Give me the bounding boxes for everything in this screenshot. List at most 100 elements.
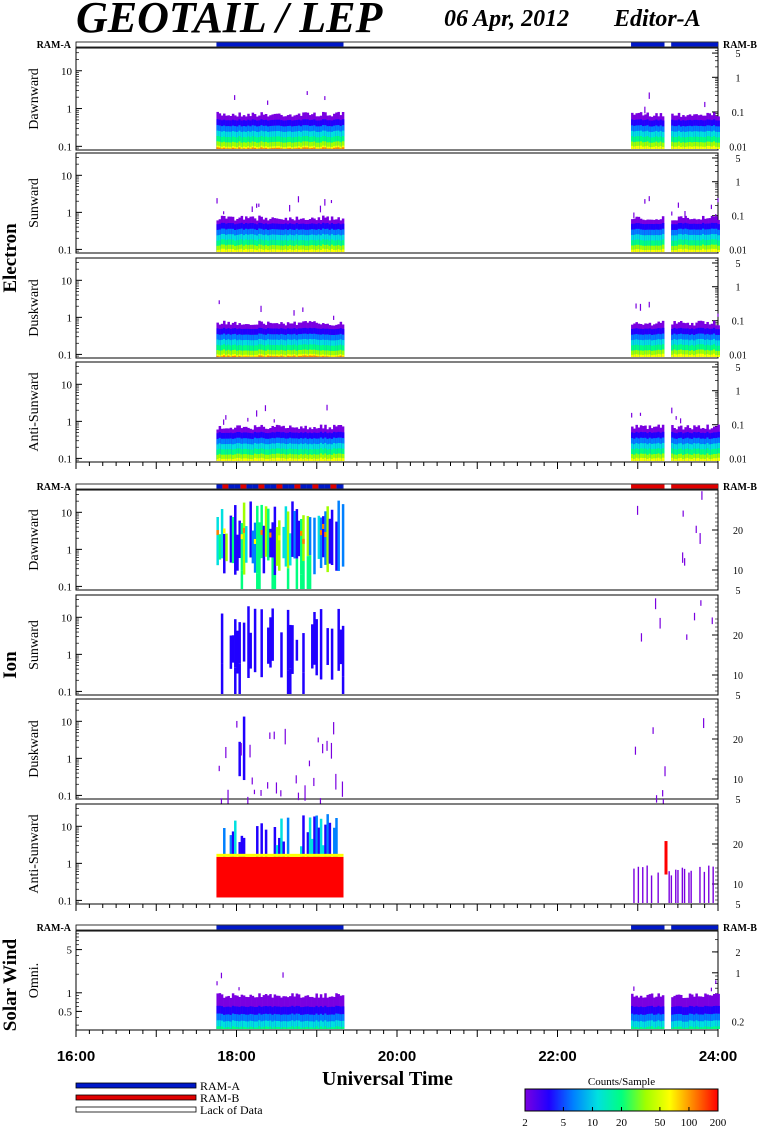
spectrogram-cell: [635, 1026, 638, 1029]
spectrogram-cell: [322, 356, 325, 357]
spectrogram-cell: [271, 453, 274, 461]
spectrogram-cell: [242, 502, 246, 575]
spectrogram-cell: [341, 504, 345, 567]
spectrogram-cell: [697, 249, 701, 252]
spectrogram-cell: [699, 146, 703, 149]
spectrogram-cell: [284, 146, 288, 149]
spectrogram-cell: [671, 1021, 674, 1029]
spectrogram-cell: [659, 458, 663, 461]
spectrogram-data: [216, 91, 720, 149]
group-label: Ion: [0, 651, 21, 679]
spectrogram-cell: [701, 454, 705, 461]
spectrogram-cell: [295, 142, 299, 149]
spectrogram-cell: [275, 356, 279, 357]
spectrogram-cell: [688, 249, 692, 252]
spectrogram-cell: [337, 1026, 340, 1029]
panel-frame: [75, 152, 719, 254]
spectrogram-cell: [258, 349, 261, 357]
spectrogram-cell: [216, 1026, 219, 1029]
spectrogram-cell: [291, 146, 294, 149]
spectrogram-cell: [693, 457, 696, 461]
spectrogram-cell: [289, 624, 292, 669]
spectrogram-cell: [302, 538, 305, 544]
spectrogram-cell: [339, 245, 343, 252]
spectrogram-cell: [225, 142, 228, 149]
x-tick-label: 22:00: [538, 1048, 576, 1065]
spectrogram-cell: [644, 199, 646, 204]
spectrogram-cell: [300, 249, 303, 252]
spectrogram-cell: [264, 245, 268, 252]
ion-beam-edge: [216, 853, 344, 857]
spectrogram-cell: [712, 349, 716, 357]
spectrogram-cell: [284, 142, 288, 149]
spectrogram-cell: [267, 627, 270, 664]
right-tick-label: 0.1: [732, 317, 745, 328]
spectrogram-cell: [675, 354, 679, 357]
ram-segment: [270, 484, 277, 489]
spectrogram-cell: [341, 145, 345, 149]
spectrogram-cell: [704, 354, 707, 357]
spectrogram-cell: [717, 453, 720, 461]
spectrogram-cell: [715, 1026, 718, 1029]
spectrogram-cell: [710, 454, 714, 461]
spectrogram-cell: [240, 570, 244, 589]
spectrogram-cell: [693, 350, 696, 357]
spectrogram-cell: [319, 457, 323, 461]
spectrogram-cell: [704, 1026, 707, 1029]
spectrogram-cell: [220, 454, 224, 461]
spectrogram-cell: [267, 454, 270, 461]
spectrogram-cell: [335, 147, 338, 149]
spectrogram-cell: [693, 612, 696, 621]
ram-segment: [671, 484, 718, 489]
spectrogram-cell: [322, 458, 325, 461]
spectrogram-cell: [315, 354, 318, 357]
spectrogram-cell: [684, 1021, 687, 1029]
spectrogram-cell: [333, 245, 336, 252]
spectrogram-cell: [216, 141, 219, 149]
spectrogram-cell: [223, 349, 226, 357]
spectrogram-cell: [225, 354, 228, 357]
spectrogram-cell: [646, 354, 649, 357]
spectrogram-data: [216, 300, 720, 357]
spectrogram-cell: [289, 146, 292, 149]
spectrogram-cell: [650, 1026, 654, 1029]
spectrogram-cell: [650, 245, 654, 252]
spectrogram-cell: [659, 249, 663, 252]
spectrogram-cell: [677, 354, 681, 357]
spectrogram-cell: [324, 531, 327, 537]
spectrogram-cell: [227, 458, 230, 461]
spectrogram-cell: [710, 987, 712, 992]
spectrogram-cell: [662, 790, 664, 797]
spectrogram-cell: [302, 307, 304, 312]
ram-segment: [336, 484, 343, 489]
spectrogram-cell: [280, 245, 283, 252]
spectrogram-cell: [324, 356, 327, 357]
spectrogram-cell: [242, 1020, 246, 1029]
spectrogram-cell: [631, 454, 634, 461]
spectrogram-cell: [684, 211, 686, 217]
panel-ion-duskward: 0.1 1 10 5 10 20 Duskward: [27, 698, 743, 814]
spectrogram-cell: [695, 350, 698, 357]
panel-label: Sunward: [27, 178, 42, 228]
spectrogram-cell: [337, 145, 340, 149]
spectrogram-cell: [335, 1020, 338, 1029]
spectrogram-cell: [223, 146, 226, 149]
spectrogram-cell: [324, 457, 327, 461]
spectrogram-cell: [267, 100, 269, 105]
spectrogram-cell: [293, 142, 296, 149]
spectrogram-cell: [271, 354, 274, 357]
spectrogram-cell: [245, 146, 248, 149]
spectrogram-cell: [253, 608, 257, 673]
spectrogram-cell: [311, 349, 314, 357]
spectrogram-cell: [220, 613, 224, 664]
legend-label: Lack of Data: [200, 1103, 263, 1117]
spectrogram-cell: [242, 249, 246, 252]
spectrogram-cell: [297, 454, 301, 461]
spectrogram-cell: [655, 145, 658, 149]
spectrogram-cell: [717, 146, 720, 149]
spectrogram-cell: [289, 204, 291, 212]
spectrogram-cell: [704, 146, 707, 149]
spectrogram-cell: [324, 141, 327, 149]
spectrogram-cell: [319, 530, 323, 536]
